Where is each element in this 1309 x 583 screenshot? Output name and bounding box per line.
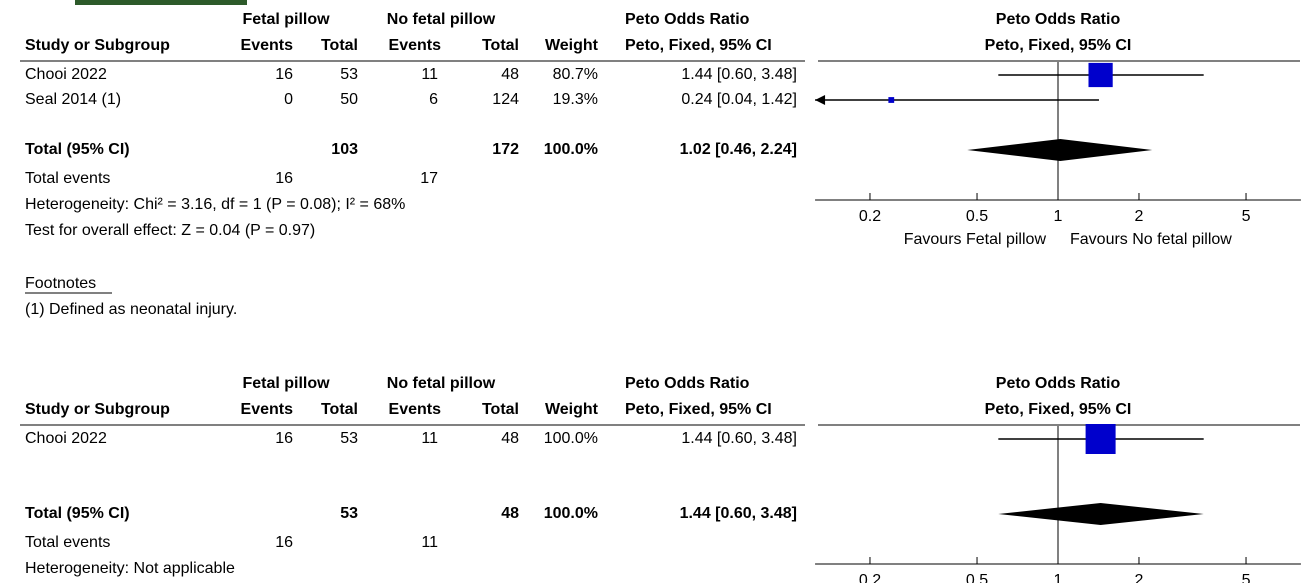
cell: 11 [421,66,438,83]
footnote: (1) Defined as neonatal injury. [25,301,237,318]
column-header: Study or Subgroup [25,401,170,418]
cell: 80.7% [553,66,598,83]
cell: 6 [429,91,438,108]
group-header: Fetal pillow [242,375,330,392]
column-header: Total [482,37,519,54]
image-fragment [75,0,247,5]
cell: 11 [421,430,438,447]
total-events-label: Total events [25,170,110,187]
effect-header: Peto Odds Ratio [625,375,750,392]
cell: 50 [340,91,358,108]
summary-diamond [967,139,1152,161]
column-header: Total [321,401,358,418]
cell: 172 [492,141,519,158]
total-label: Total (95% CI) [25,141,130,158]
x-tick-label: 1 [1054,208,1063,225]
plot-subheader: Peto, Fixed, 95% CI [985,401,1132,418]
cell: 53 [340,66,358,83]
study-name: Chooi 2022 [25,66,107,83]
cell: 53 [340,505,358,522]
favours-label: Favours Fetal pillow [904,231,1047,248]
study-name: Seal 2014 (1) [25,91,121,108]
cell: 100.0% [544,505,598,522]
cell: 16 [275,170,293,187]
cell: 17 [420,170,438,187]
cell: 1.02 [0.46, 2.24] [680,141,797,158]
cell: 100.0% [544,141,598,158]
cell: 1.44 [0.60, 3.48] [680,505,797,522]
column-header: Events [389,37,442,54]
x-tick-label: 0.2 [859,208,881,225]
group-header: Fetal pillow [242,11,330,28]
ci-arrow [815,95,825,105]
cell: 1.44 [0.60, 3.48] [681,430,797,447]
cell: 16 [275,66,293,83]
x-tick-label: 0.2 [859,572,881,583]
total-label: Total (95% CI) [25,505,130,522]
column-header: Total [321,37,358,54]
group-header: No fetal pillow [387,375,496,392]
effect-header: Peto Odds Ratio [625,11,750,28]
plot-header: Peto Odds Ratio [996,11,1121,28]
forest-plots: Fetal pillow No fetal pillow Peto Odds Rat… [0,0,1309,583]
heterogeneity: Heterogeneity: Chi² = 3.16, df = 1 (P = … [25,196,405,213]
group-header: No fetal pillow [387,11,496,28]
cell: 48 [501,66,519,83]
cell: 53 [340,430,358,447]
cell: 48 [501,430,519,447]
cell: 0 [284,91,293,108]
cell: 16 [275,534,293,551]
effect-subheader: Peto, Fixed, 95% CI [625,401,772,418]
study-box [1088,63,1112,87]
cell: 1.44 [0.60, 3.48] [681,66,797,83]
x-tick-label: 2 [1135,572,1144,583]
study-name: Chooi 2022 [25,430,107,447]
column-header: Study or Subgroup [25,37,170,54]
cell: 103 [331,141,358,158]
overall-effect: Test for overall effect: Z = 0.04 (P = 0… [25,222,315,239]
x-tick-label: 5 [1242,208,1251,225]
heterogeneity: Heterogeneity: Not applicable [25,560,235,577]
footnotes-title: Footnotes [25,275,96,292]
column-header: Events [241,37,294,54]
x-tick-label: 2 [1135,208,1144,225]
column-header: Events [241,401,294,418]
study-box [888,97,894,103]
cell: 0.24 [0.04, 1.42] [681,91,797,108]
cell: 19.3% [553,91,598,108]
x-tick-label: 1 [1054,572,1063,583]
total-events-label: Total events [25,534,110,551]
x-tick-label: 0.5 [966,572,988,583]
cell: 16 [275,430,293,447]
cell: 124 [492,91,519,108]
plot-subheader: Peto, Fixed, 95% CI [985,37,1132,54]
study-box [1086,424,1116,454]
plot-header: Peto Odds Ratio [996,375,1121,392]
cell: 100.0% [544,430,598,447]
column-header: Total [482,401,519,418]
summary-diamond [998,503,1203,525]
x-tick-label: 5 [1242,572,1251,583]
cell: 11 [421,534,438,551]
effect-subheader: Peto, Fixed, 95% CI [625,37,772,54]
favours-label: Favours No fetal pillow [1070,231,1232,248]
column-header: Weight [545,37,599,54]
cell: 48 [501,505,519,522]
x-tick-label: 0.5 [966,208,988,225]
column-header: Weight [545,401,599,418]
column-header: Events [389,401,442,418]
